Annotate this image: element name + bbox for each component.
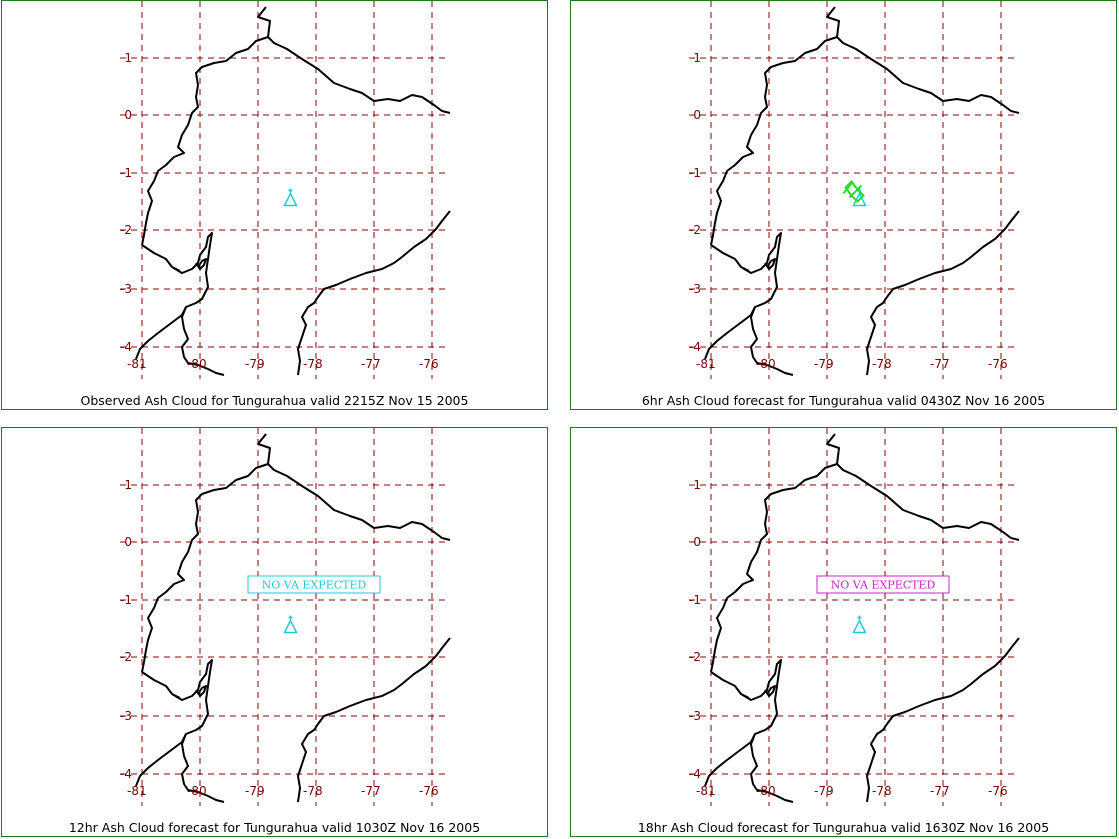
lon-tick-label: -81 xyxy=(127,784,147,798)
map-canvas: -81 -80 -79 -78 -77 -76 1 0 -1 -2 -3 -4 xyxy=(689,1,1020,379)
map-panel-12hr: -81 -80 -79 -78 -77 -76 1 0 -1 -2 -3 -4 NO VA EXPECT… xyxy=(1,427,548,837)
lat-tick-label: -2 xyxy=(120,223,132,237)
panel-caption: Observed Ash Cloud for Tungurahua valid … xyxy=(80,393,469,408)
volcano-icon xyxy=(852,615,867,634)
lat-tick-label: 1 xyxy=(124,51,132,65)
lon-tick-label: -76 xyxy=(988,784,1008,798)
lat-lon-grid xyxy=(120,428,450,806)
lon-tick-label: -76 xyxy=(419,357,439,371)
no-va-expected-notice: NO VA EXPECTED xyxy=(247,575,381,594)
lon-tick-label: -77 xyxy=(930,357,950,371)
lon-tick-label: -79 xyxy=(814,784,834,798)
lat-tick-label: -2 xyxy=(689,650,701,664)
lon-tick-label: -77 xyxy=(361,357,381,371)
lat-tick-label: -2 xyxy=(120,650,132,664)
coastline xyxy=(135,6,451,376)
lat-tick-label: -3 xyxy=(120,282,132,296)
map-canvas: -81 -80 -79 -78 -77 -76 1 0 -1 -2 -3 -4 xyxy=(120,1,451,379)
lat-tick-label: 1 xyxy=(693,51,701,65)
gulf-island xyxy=(764,685,776,697)
lon-tick-label: -76 xyxy=(419,784,439,798)
lat-tick-label: 0 xyxy=(693,535,701,549)
lat-tick-label: -4 xyxy=(689,767,701,781)
lon-tick-label: -80 xyxy=(756,784,776,798)
lat-tick-label: -2 xyxy=(689,223,701,237)
lon-tick-label: -77 xyxy=(361,784,381,798)
panel-caption: 6hr Ash Cloud forecast for Tungurahua va… xyxy=(641,393,1046,408)
volcano-icon xyxy=(283,615,298,634)
notice-text: NO VA EXPECTED xyxy=(262,579,367,592)
lon-tick-label: -76 xyxy=(988,357,1008,371)
gulf-island xyxy=(195,258,207,270)
lat-lon-grid xyxy=(120,1,450,379)
lon-tick-label: -81 xyxy=(696,784,716,798)
lat-tick-label: 0 xyxy=(693,108,701,122)
coastline xyxy=(135,433,451,803)
lat-tick-label: -1 xyxy=(120,593,132,607)
lat-lon-grid xyxy=(689,428,1019,806)
panel-caption: 18hr Ash Cloud forecast for Tungurahua v… xyxy=(637,820,1050,835)
map-canvas: -81 -80 -79 -78 -77 -76 1 0 -1 -2 -3 -4 NO VA EXPECT… xyxy=(689,428,1020,806)
lon-tick-label: -79 xyxy=(245,784,265,798)
lon-tick-label: -80 xyxy=(187,784,207,798)
ash-cloud-area xyxy=(842,180,865,203)
coastline xyxy=(704,433,1020,803)
no-va-expected-notice: NO VA EXPECTED xyxy=(816,575,950,594)
lat-tick-label: -1 xyxy=(120,166,132,180)
lat-tick-label: -4 xyxy=(689,340,701,354)
gulf-island xyxy=(764,258,776,270)
lon-tick-label: -80 xyxy=(756,357,776,371)
lat-tick-label: 0 xyxy=(124,535,132,549)
lat-tick-label: -4 xyxy=(120,767,132,781)
gulf-island xyxy=(195,685,207,697)
map-panel-6hr: -81 -80 -79 -78 -77 -76 1 0 -1 -2 -3 -4 6hr Ash Clo… xyxy=(570,0,1117,410)
notice-text: NO VA EXPECTED xyxy=(831,579,936,592)
lat-tick-label: -1 xyxy=(689,166,701,180)
lat-tick-label: 0 xyxy=(124,108,132,122)
lon-tick-label: -79 xyxy=(245,357,265,371)
lat-tick-label: -4 xyxy=(120,340,132,354)
lon-tick-label: -79 xyxy=(814,357,834,371)
lon-tick-label: -77 xyxy=(930,784,950,798)
lon-tick-label: -81 xyxy=(696,357,716,371)
lat-lon-grid xyxy=(689,1,1019,379)
lat-tick-label: -1 xyxy=(689,593,701,607)
lon-tick-label: -78 xyxy=(303,357,323,371)
map-panel-18hr: -81 -80 -79 -78 -77 -76 1 0 -1 -2 -3 -4 NO VA EXPECT… xyxy=(570,427,1117,837)
volcano-icon xyxy=(283,188,298,207)
lat-tick-label: -3 xyxy=(120,709,132,723)
lon-tick-label: -81 xyxy=(127,357,147,371)
map-canvas: -81 -80 -79 -78 -77 -76 1 0 -1 -2 -3 -4 NO VA EXPECT… xyxy=(120,428,451,806)
lat-tick-label: 1 xyxy=(693,478,701,492)
lat-tick-label: -3 xyxy=(689,709,701,723)
lon-tick-label: -78 xyxy=(872,357,892,371)
lon-tick-label: -78 xyxy=(303,784,323,798)
map-panel-observed: -81 -80 -79 -78 -77 -76 1 0 -1 -2 -3 -4 Observed As… xyxy=(1,0,548,410)
lon-tick-label: -78 xyxy=(872,784,892,798)
coastline xyxy=(704,6,1020,376)
lat-tick-label: -3 xyxy=(689,282,701,296)
panel-caption: 12hr Ash Cloud forecast for Tungurahua v… xyxy=(68,820,481,835)
lon-tick-label: -80 xyxy=(187,357,207,371)
lat-tick-label: 1 xyxy=(124,478,132,492)
